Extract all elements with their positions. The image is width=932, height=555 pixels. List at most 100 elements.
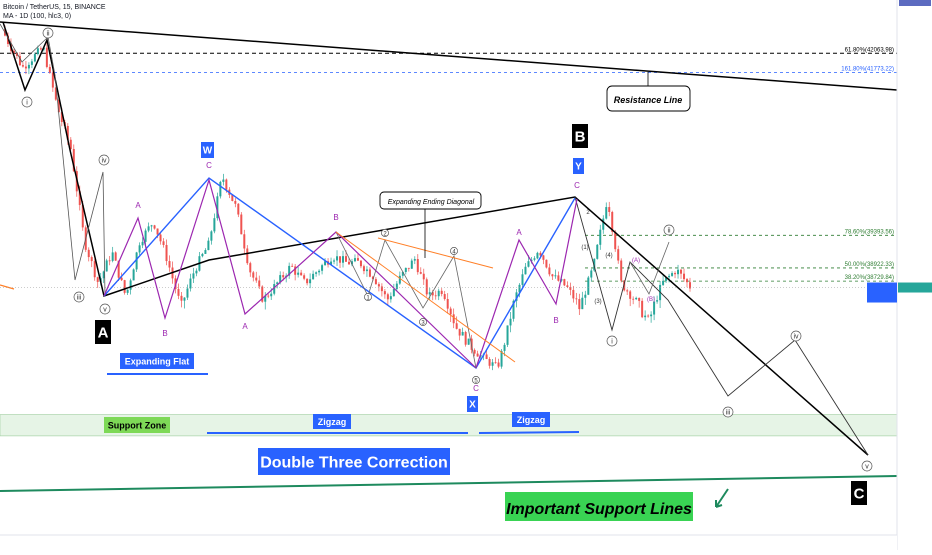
symbol-line[interactable]: Bitcoin / TetherUS, 15, BINANCE (3, 4, 106, 11)
candle-body (129, 280, 132, 290)
candle-body (273, 284, 276, 294)
candle-body (312, 273, 315, 280)
candle-body (683, 273, 686, 280)
candle-body (473, 349, 476, 354)
candle-body (464, 331, 467, 345)
candle-body (81, 205, 84, 228)
symbol-header: Bitcoin / TetherUS, 15, BINANCE MA - 1D … (3, 3, 106, 21)
candle-body (132, 269, 135, 281)
candle-body (345, 256, 347, 262)
candle-body (431, 292, 434, 296)
candle-body (255, 277, 258, 281)
candle-body (330, 261, 333, 265)
candle-body (614, 231, 617, 250)
candle-body (126, 289, 129, 293)
candle-body (27, 64, 30, 69)
candle-body (36, 48, 39, 55)
candle-body (413, 259, 416, 261)
candle-body (665, 277, 668, 281)
candle-body (410, 260, 413, 269)
wave-label-A: A (98, 324, 109, 341)
candle-body (380, 286, 383, 292)
candle-body (497, 362, 500, 367)
roman-ii-circle (663, 224, 675, 236)
candle-body (207, 240, 210, 251)
roman-ii: ii (46, 31, 50, 38)
label-expanding-flat: Expanding Flat (125, 357, 190, 367)
candle-body (21, 65, 24, 67)
roman-i-circle (21, 96, 33, 108)
candle-body (587, 277, 590, 295)
candle-body (96, 277, 99, 282)
candle-body (195, 270, 198, 274)
label-C-purple: C (206, 161, 212, 170)
candle-body (180, 295, 183, 301)
candle-body (356, 258, 359, 261)
candle-body (662, 280, 665, 285)
candle-body (608, 207, 611, 213)
candle-body (437, 290, 440, 297)
candle-body (449, 308, 452, 315)
label-paren-3: (3) (594, 299, 601, 305)
fib-level-label: 38.20%(38729.84) (845, 275, 894, 281)
candle-body (686, 279, 689, 283)
ma-indicator-line[interactable]: MA - 1D (100, hlc3, 0) (3, 13, 72, 20)
roman-i: i (611, 339, 613, 346)
candle-body (15, 52, 18, 56)
wave-structure-line (2, 21, 869, 456)
candle-body (339, 256, 342, 263)
candle-body (141, 241, 144, 246)
wave-label-A-box (95, 320, 111, 344)
candle-body (650, 314, 653, 317)
label-double-three-box (258, 448, 450, 475)
candle-body (656, 300, 659, 302)
candle-body (455, 323, 458, 329)
digit-4-circle (450, 247, 458, 255)
candle-body (554, 275, 557, 277)
candle-body (78, 191, 81, 206)
candle-body (392, 289, 395, 297)
label-important-support-box (505, 492, 693, 521)
candle-body (569, 286, 572, 290)
candle-body (153, 225, 156, 229)
candle-body (336, 256, 339, 261)
candle-body (620, 260, 623, 281)
label-resistance-line: Resistance Line (614, 95, 683, 105)
important-support-line (0, 475, 898, 492)
roman-iii-circle (722, 406, 734, 418)
candle-body (150, 225, 153, 227)
candle-body (279, 275, 282, 283)
candle-body (521, 274, 524, 285)
label-2-small: 2 (586, 210, 590, 216)
candle-body (243, 234, 246, 249)
candle-body (383, 291, 386, 295)
candle-body (371, 276, 374, 280)
roman-ii: ii (667, 228, 671, 235)
purple-wave-zigzag (475, 198, 578, 369)
candle-body (536, 252, 539, 259)
candle-body (123, 280, 126, 293)
candle-body (509, 318, 512, 326)
candle-body (108, 260, 111, 262)
candle-body (671, 273, 674, 276)
candle-body (213, 218, 216, 232)
candle-body (270, 293, 273, 297)
candle-body (54, 87, 57, 100)
candle-body (105, 260, 108, 272)
candle-body (575, 298, 578, 300)
projection-subpath (629, 241, 670, 295)
candle-body (165, 244, 168, 262)
candle-body (189, 278, 192, 289)
roman-iii: iii (77, 295, 82, 302)
candle-body (57, 99, 60, 113)
label-B-purple: B (333, 213, 338, 222)
fib-level-label: 78.60%(39393.56) (845, 229, 894, 235)
roman-i-circle (606, 335, 618, 347)
candle-body (677, 269, 680, 275)
roman-i: i (26, 100, 28, 107)
candle-body (30, 61, 33, 65)
candle-body (231, 194, 234, 201)
candle-body (159, 234, 162, 242)
